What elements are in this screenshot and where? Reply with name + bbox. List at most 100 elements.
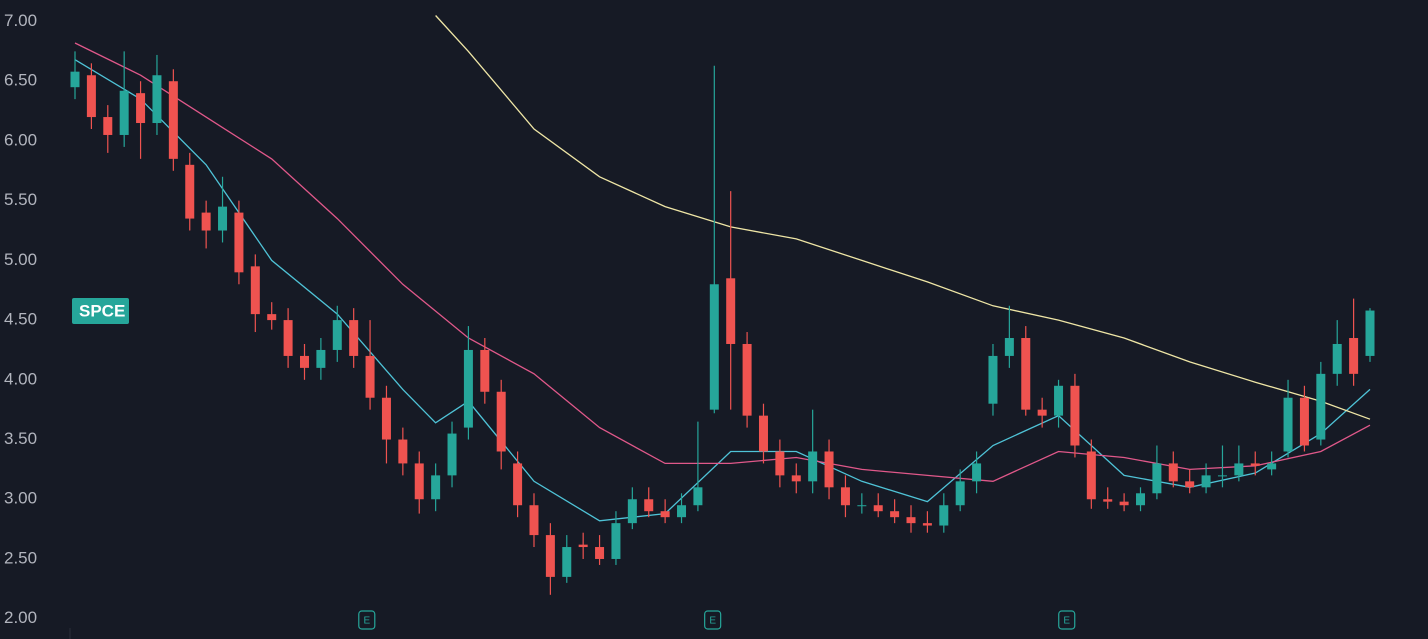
candle-body — [1267, 463, 1277, 470]
candle-body — [496, 391, 506, 452]
candle-body — [299, 355, 309, 368]
candle-body — [1037, 409, 1047, 416]
candle-body — [381, 397, 391, 440]
candle-body — [234, 212, 244, 273]
candle-body — [1054, 385, 1064, 416]
candle-body — [808, 451, 818, 482]
candle-body — [267, 314, 277, 321]
candle-body — [693, 487, 703, 506]
candle-body — [103, 117, 113, 135]
candle-body — [972, 463, 982, 482]
candle-body — [529, 505, 539, 536]
candle-body — [1152, 463, 1162, 494]
candle-body — [709, 284, 719, 410]
candle-body — [119, 90, 129, 135]
candle-body — [627, 499, 637, 524]
candle-body — [480, 349, 490, 392]
earnings-marker: E — [358, 610, 376, 630]
candle-body — [316, 349, 326, 368]
y-tick-label: 6.00 — [4, 130, 37, 149]
y-tick-label: 5.50 — [4, 190, 37, 209]
y-tick-label: 5.00 — [4, 250, 37, 269]
moving-average-line — [435, 15, 1371, 420]
candle-body — [1201, 475, 1211, 488]
candle-body — [775, 451, 785, 476]
candle-body — [1021, 338, 1031, 410]
candle-body — [1283, 397, 1293, 452]
ticker-tag: SPCE — [79, 301, 125, 320]
candle-body — [824, 451, 834, 488]
candle-body — [250, 266, 260, 315]
candle-body — [1332, 343, 1342, 374]
candle-body — [1136, 493, 1146, 506]
earnings-marker-label: E — [1063, 616, 1070, 627]
candle-body — [414, 463, 424, 500]
earnings-marker-box — [358, 610, 376, 630]
moving-average-line — [74, 59, 1371, 522]
candle-body — [136, 93, 146, 124]
candle-body — [463, 349, 473, 428]
candle-body — [152, 75, 162, 124]
candle-body — [70, 71, 80, 88]
candle-body — [1234, 463, 1244, 476]
candle-body — [1070, 385, 1080, 446]
candle-body — [545, 535, 555, 577]
y-tick-label: 6.50 — [4, 71, 37, 90]
y-tick-label: 4.00 — [4, 369, 37, 388]
candle-body — [332, 320, 342, 350]
candle-body — [578, 544, 588, 548]
candle-body — [595, 547, 605, 559]
candle-body — [562, 547, 572, 577]
candle-body — [1217, 475, 1227, 477]
candle-body — [1086, 451, 1096, 500]
candle-body — [1004, 338, 1014, 356]
candle-body — [1299, 397, 1309, 446]
candle-body — [513, 463, 523, 506]
y-tick-label: 3.50 — [4, 429, 37, 448]
candle-body — [185, 164, 195, 219]
candle-body — [988, 355, 998, 404]
candle-body — [218, 206, 228, 231]
candle-body — [431, 475, 441, 500]
candle-body — [283, 320, 293, 356]
candle-body — [791, 475, 801, 482]
candle-body — [1103, 499, 1113, 502]
candle-body — [677, 505, 687, 518]
moving-average-line — [74, 42, 1371, 482]
candle-body — [168, 81, 178, 159]
ticker-tag-bg — [72, 298, 129, 324]
earnings-marker: E — [1058, 610, 1076, 630]
earnings-marker-box — [1058, 610, 1076, 630]
earnings-marker: E — [704, 610, 722, 630]
candle-body — [660, 511, 670, 518]
y-tick-label: 3.00 — [4, 489, 37, 508]
candle-body — [939, 505, 949, 526]
candle-body — [1349, 338, 1359, 374]
candle-body — [758, 415, 768, 452]
earnings-marker-box — [704, 610, 722, 630]
earnings-marker-label: E — [363, 616, 370, 627]
candle-body — [644, 499, 654, 512]
candle-body — [922, 523, 932, 526]
earnings-marker-label: E — [709, 616, 716, 627]
candle-body — [890, 511, 900, 518]
y-tick-label: 7.00 — [4, 11, 37, 30]
candle-body — [1185, 481, 1195, 488]
y-tick-label: 2.50 — [4, 548, 37, 567]
candle-body — [365, 355, 375, 398]
candle-body — [1168, 463, 1178, 482]
candle-body — [726, 278, 736, 344]
candle-body — [1250, 463, 1260, 466]
candle-body — [1365, 310, 1375, 356]
candle-body — [840, 487, 850, 506]
candle-body — [1119, 501, 1129, 506]
candle-body — [201, 212, 211, 231]
y-tick-label: 2.00 — [4, 608, 37, 627]
candle-body — [611, 523, 621, 559]
candle-body — [906, 517, 916, 524]
candle-body — [398, 439, 408, 464]
candle-body — [857, 505, 867, 507]
candle-body — [742, 343, 752, 416]
